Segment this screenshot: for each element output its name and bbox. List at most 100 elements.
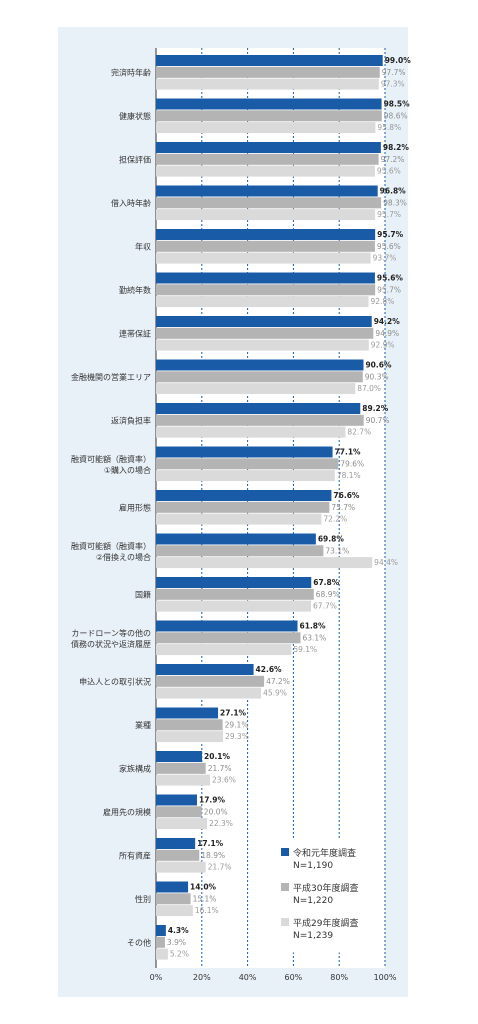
value-label: 22.3% [209,819,233,828]
bar-1 [156,110,382,122]
value-label: 29.1% [225,720,249,729]
bar-0 [156,55,383,66]
value-label: 63.1% [302,633,326,642]
x-tick-label: 100% [374,973,397,982]
bar-1 [156,936,165,948]
value-label: 72.2% [323,515,347,524]
bar-1 [156,545,324,557]
value-label: 16.1% [195,906,219,915]
bar-2 [156,78,379,90]
bar-1 [156,675,265,687]
category-label: 融資可能額（融資率） [71,454,151,464]
value-label: 69.8% [318,535,345,544]
category-label: 金融機関の営業エリア [71,372,151,382]
value-label: 61.8% [300,622,327,631]
value-label: 92.8% [371,297,395,306]
value-label: 73.1% [325,546,349,555]
category-label: 債務の状況や返済履歴 [71,639,151,649]
bar-2 [156,774,211,786]
legend-series-name: 令和元年度調査 [293,847,356,859]
bar-1 [156,849,200,861]
bar-0 [156,664,254,675]
value-label: 67.8% [313,578,340,587]
bar-2 [156,687,262,699]
bar-2 [156,905,193,917]
value-label: 99.0% [385,56,412,65]
bar-0 [156,838,196,849]
value-label: 98.3% [383,198,407,207]
value-label: 29.3% [225,732,249,741]
bar-2 [156,644,292,656]
bar-2 [156,557,373,569]
value-label: 79.6% [340,459,364,468]
value-label: 75.7% [331,503,355,512]
legend-swatch [281,918,289,926]
bar-1 [156,371,363,383]
value-label: 47.2% [266,677,290,686]
legend-box [272,839,381,953]
x-tick-label: 0% [150,973,163,982]
bar-0 [156,316,372,327]
bar-1 [156,806,202,818]
value-label: 77.1% [335,448,362,457]
bar-2 [156,209,376,221]
bar-0 [156,272,375,284]
bar-0 [156,751,203,762]
legend-series-n: N=1,190 [293,861,333,871]
value-label: 59.1% [293,645,317,654]
bar-1 [156,284,376,296]
value-label: 95.7% [377,210,401,219]
value-label: 93.7% [373,254,397,263]
bar-0 [156,794,197,806]
value-label: 98.5% [384,100,411,109]
value-label: 89.2% [362,404,389,413]
value-label: 4.3% [168,926,189,935]
bar-1 [156,458,339,470]
bar-2 [156,861,206,873]
value-label: 97.7% [382,68,406,77]
value-label: 17.1% [197,839,224,848]
bar-2 [156,731,224,743]
value-label: 94.9% [375,329,399,338]
bar-0 [156,359,364,371]
bar-2 [156,339,369,351]
bar-0 [156,577,312,588]
category-label: 勤続年数 [119,285,151,295]
bar-0 [156,403,361,414]
value-label: 15.1% [193,894,217,903]
value-label: 94.4% [374,558,398,567]
category-label: カードローン等の他の [71,628,151,638]
category-label: 申込人との取引状況 [79,677,151,687]
value-label: 27.1% [220,709,247,718]
value-label: 95.6% [377,274,404,283]
value-label: 97.2% [381,155,405,164]
category-label: 国籍 [135,590,151,600]
bar-2 [156,818,208,830]
x-tick-label: 20% [193,973,211,982]
value-label: 92.9% [371,341,395,350]
bar-0 [156,925,166,936]
value-label: 17.9% [199,796,226,805]
bar-1 [156,66,380,78]
value-label: 95.7% [377,285,401,294]
value-label: 5.2% [170,950,189,959]
value-label: 95.8% [377,123,401,132]
category-label: 連帯保証 [119,329,151,339]
value-label: 67.7% [313,602,337,611]
category-label: 返済負担率 [111,416,151,426]
legend-series-n: N=1,220 [293,896,333,906]
category-label: 融資可能額（融資率） [71,541,151,551]
value-label: 94.2% [374,317,401,326]
value-label: 96.8% [380,187,407,196]
bar-0 [156,533,316,545]
value-label: 97.3% [381,80,405,89]
value-label: 90.7% [366,416,390,425]
value-label: 21.7% [208,863,232,872]
category-label: 性別 [135,894,151,904]
bar-0 [156,446,333,458]
category-label: 借入時年齢 [111,198,151,208]
category-label: 健康状態 [119,111,151,121]
category-label: 所有資産 [119,851,151,861]
value-label: 95.7% [377,230,404,239]
